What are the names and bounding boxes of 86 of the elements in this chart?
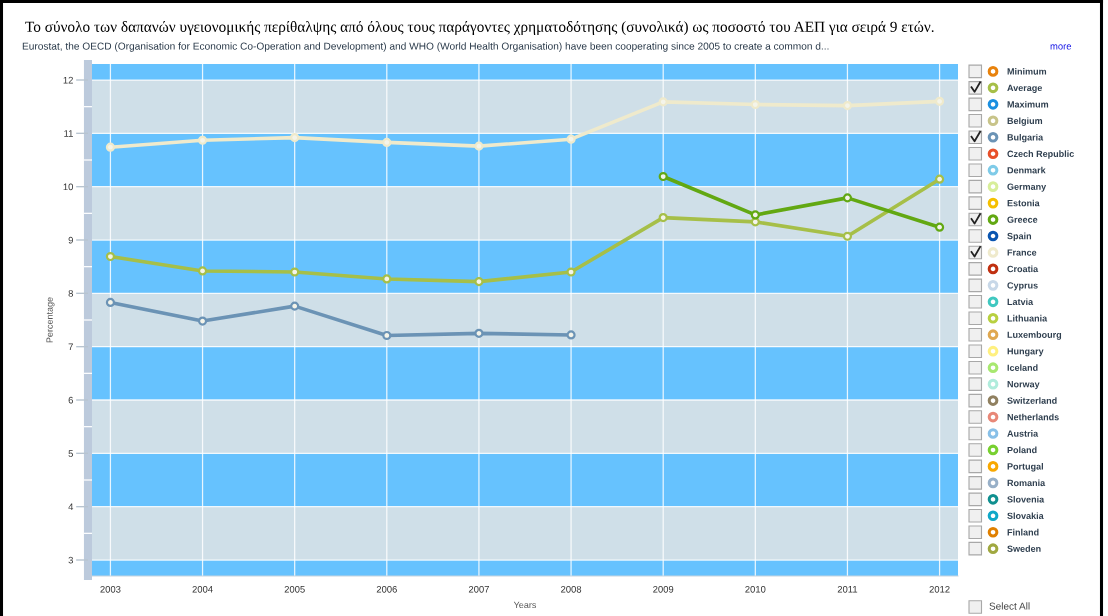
point bbox=[105, 142, 116, 152]
legend-label: Maximum bbox=[1007, 100, 1049, 108]
legend-label: Switzerland bbox=[1007, 397, 1057, 404]
legend-label: Slovakia bbox=[1007, 512, 1044, 520]
point bbox=[474, 277, 484, 287]
point bbox=[658, 171, 668, 182]
point bbox=[934, 222, 945, 232]
point bbox=[105, 251, 116, 262]
y-tick-label: 4 bbox=[68, 503, 74, 511]
point bbox=[750, 99, 760, 110]
point bbox=[290, 267, 300, 277]
point bbox=[566, 267, 576, 277]
point bbox=[750, 217, 760, 227]
x-tick-label: 2008 bbox=[561, 585, 582, 593]
legend-label: Greece bbox=[1007, 216, 1038, 223]
point bbox=[290, 301, 300, 311]
x-tick-label: 2010 bbox=[745, 585, 766, 593]
point bbox=[842, 193, 853, 203]
point bbox=[842, 101, 853, 111]
y-tick-label: 3 bbox=[68, 556, 73, 564]
legend-label: Netherlands bbox=[1007, 413, 1059, 421]
legend-label: Austria bbox=[1007, 430, 1039, 437]
point bbox=[658, 97, 668, 107]
y-tick-label: 5 bbox=[68, 450, 73, 457]
point bbox=[750, 210, 760, 220]
legend-label: Croatia bbox=[1007, 265, 1039, 273]
legend-label: France bbox=[1007, 249, 1037, 256]
legend-label: Poland bbox=[1007, 446, 1037, 454]
y-tick-label: 7 bbox=[68, 343, 73, 351]
point bbox=[197, 316, 208, 326]
legend-label: Average bbox=[1007, 84, 1042, 93]
legend-label: Finland bbox=[1007, 528, 1039, 536]
point bbox=[197, 266, 208, 276]
text: Select All bbox=[989, 602, 1030, 610]
chart-subtitle: Eurostat, the OECD (Organisation for Economic Co-Operation and Development) and WHO (World Health Organisation) have been cooperating since 2005 to create a common d... bbox=[22, 42, 829, 52]
y-tick-label: 10 bbox=[63, 183, 74, 191]
legend-label: Bulgaria bbox=[1007, 133, 1044, 143]
legend-label: Minimum bbox=[1007, 68, 1047, 75]
x-tick-label: 2006 bbox=[376, 585, 397, 593]
legend-label: Lithuania bbox=[1007, 314, 1048, 322]
legend-label: Czech Republic bbox=[1007, 150, 1074, 159]
point bbox=[197, 135, 208, 145]
point bbox=[382, 274, 392, 284]
legend-label: Latvia bbox=[1007, 298, 1034, 306]
legend-label: Romania bbox=[1007, 479, 1046, 487]
x-tick-label: 2003 bbox=[100, 585, 121, 593]
legend-label: Spain bbox=[1007, 232, 1032, 242]
x-tick-label: 2009 bbox=[653, 585, 674, 593]
x-tick-label: 2011 bbox=[837, 585, 858, 593]
legend-label: Estonia bbox=[1007, 199, 1040, 207]
point bbox=[658, 213, 668, 223]
y-tick-label: 11 bbox=[64, 130, 73, 137]
legend-label: Iceland bbox=[1007, 364, 1038, 371]
chart-title: Το σύνολο των δαπανών υγειονομικής περίθαλψης από όλους τους παράγοντες χρηματοδότησης (συνολικά) ως ποσοστό του ΑΕΠ για σειρά 9 ετών. bbox=[25, 20, 934, 36]
point bbox=[382, 137, 392, 147]
legend-label: Sweden bbox=[1007, 545, 1041, 552]
point bbox=[934, 174, 945, 184]
y-tick-label: 12 bbox=[63, 76, 73, 84]
legend-label: Luxembourg bbox=[1007, 331, 1062, 340]
y-tick-label: 6 bbox=[68, 396, 73, 404]
text: more bbox=[1050, 44, 1072, 50]
x-tick-label: 2007 bbox=[468, 585, 489, 593]
legend-label: Portugal bbox=[1007, 463, 1043, 472]
legend-label: Slovenia bbox=[1007, 495, 1045, 503]
point bbox=[566, 330, 576, 340]
point bbox=[474, 141, 484, 151]
x-tick-label: 2004 bbox=[192, 585, 213, 593]
x-axis-title: Years bbox=[513, 601, 537, 609]
legend-label: Denmark bbox=[1007, 166, 1046, 174]
legend-label: Norway bbox=[1007, 381, 1040, 390]
y-axis-title: Percentage bbox=[46, 297, 55, 343]
y-tick-label: 9 bbox=[68, 236, 73, 244]
legend-label: Cyprus bbox=[1007, 282, 1038, 291]
point bbox=[566, 134, 576, 144]
point bbox=[474, 328, 484, 338]
point bbox=[934, 96, 945, 106]
point bbox=[382, 330, 392, 341]
point bbox=[105, 297, 116, 307]
legend-label: Hungary bbox=[1007, 348, 1044, 357]
legend-label: Belgium bbox=[1007, 117, 1043, 126]
point bbox=[842, 231, 853, 241]
y-tick-label: 8 bbox=[68, 290, 73, 297]
point bbox=[290, 133, 300, 143]
legend-label: Germany bbox=[1007, 183, 1047, 192]
x-tick-label: 2012 bbox=[929, 585, 950, 593]
x-tick-label: 2005 bbox=[284, 585, 305, 593]
